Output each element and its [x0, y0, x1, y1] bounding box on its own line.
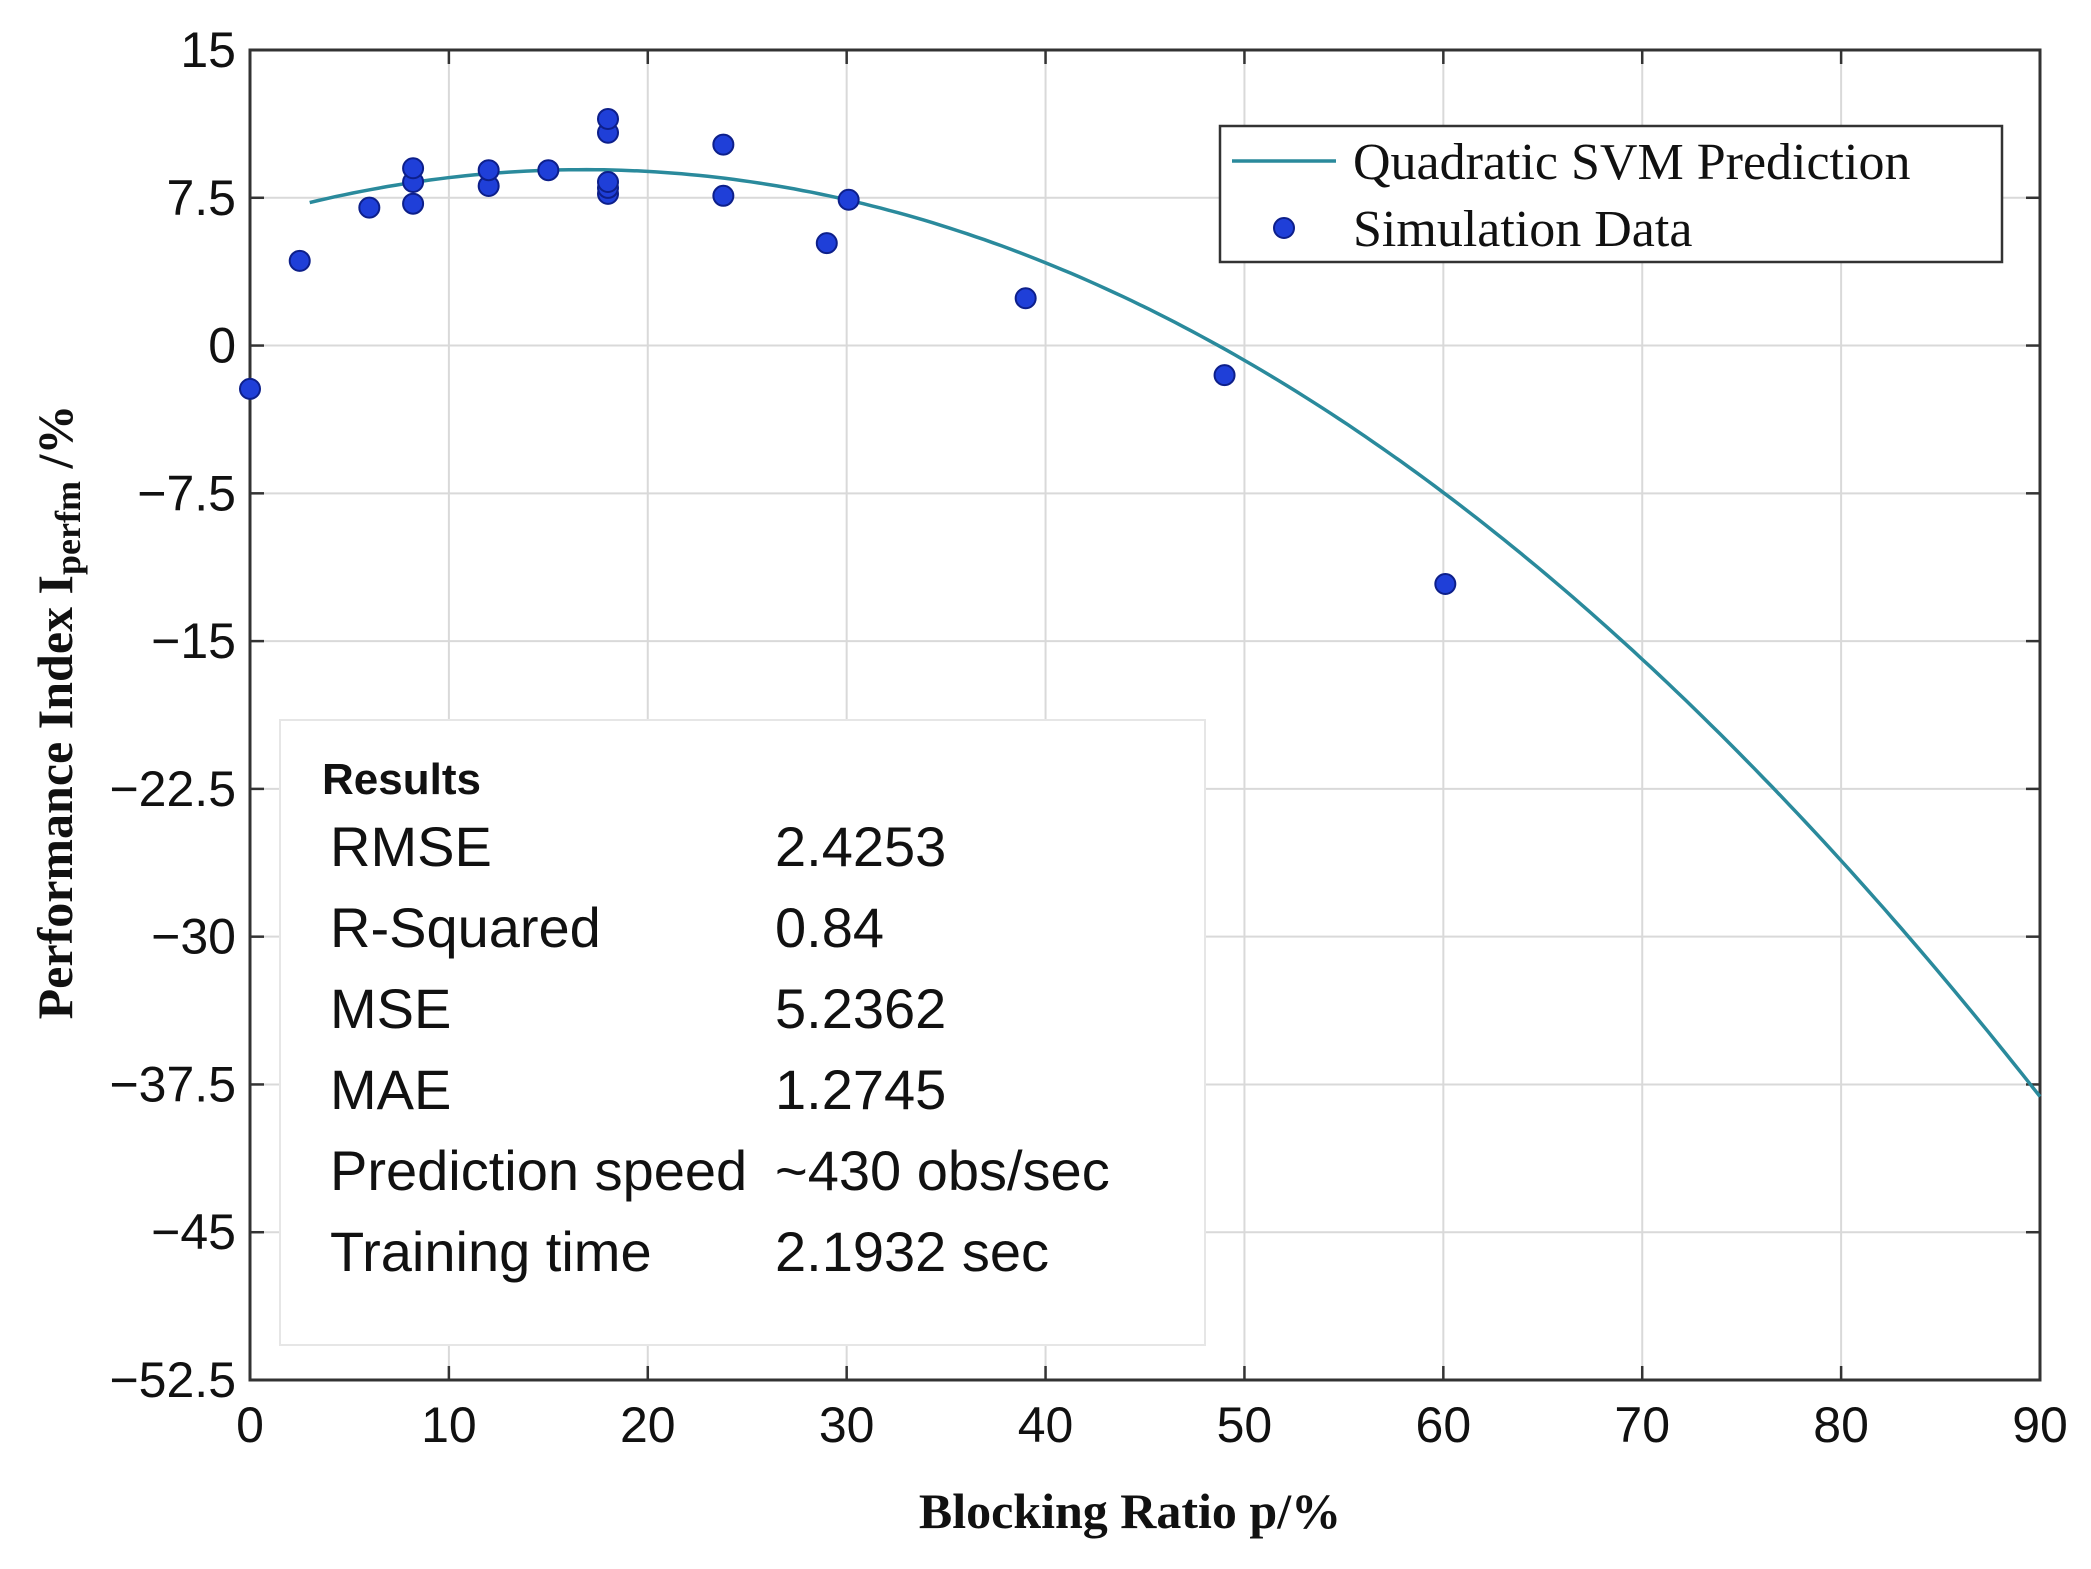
data-point: [402, 192, 425, 215]
x-axis-title: Blocking Ratio p/%: [919, 1483, 1341, 1539]
legend-label-simulation: Simulation Data: [1353, 201, 1692, 258]
data-point: [597, 107, 619, 130]
y-tick-label: −7.5: [137, 465, 236, 521]
data-point: [1434, 572, 1457, 595]
y-axis-title: Performance Index Iperfm /%: [27, 405, 88, 1020]
x-tick-label: 80: [1813, 1397, 1869, 1453]
prediction-series: [309, 167, 2042, 1098]
y-tick-label: −37.5: [109, 1056, 236, 1112]
data-point: [358, 196, 381, 219]
y-tick-label: 7.5: [166, 170, 236, 226]
legend-box: [1218, 124, 2004, 264]
data-point: [712, 133, 735, 156]
prediction-line: [309, 167, 2042, 1098]
result-label: RMSE: [330, 815, 492, 878]
x-tick-label: 40: [1018, 1397, 1074, 1453]
data-point: [537, 159, 560, 182]
y-axis-title-unit: /%: [27, 405, 83, 481]
result-label: Training time: [330, 1220, 652, 1283]
legend: Quadratic SVM Prediction Simulation Data: [1218, 124, 2004, 264]
result-label: MAE: [330, 1058, 451, 1121]
result-value: 2.1932 sec: [775, 1220, 1049, 1283]
result-label: R-Squared: [330, 896, 601, 959]
axis-ticks: 0 10 20 30 40 50 60 70 80 90 15 7.5 0 −7.5 −15 −22.5 −30…: [109, 22, 2067, 1453]
x-tick-label: 90: [2012, 1397, 2068, 1453]
result-value: 1.2745: [775, 1058, 946, 1121]
result-value: 5.2362: [775, 977, 946, 1040]
legend-marker-swatch: [1273, 217, 1295, 239]
simulation-series: [239, 107, 1457, 595]
data-point: [239, 377, 261, 400]
result-value: ~430 obs/sec: [775, 1139, 1110, 1202]
x-tick-label: 20: [620, 1397, 676, 1453]
y-tick-label: −45: [151, 1204, 236, 1260]
x-tick-label: 30: [819, 1397, 875, 1453]
data-point: [288, 249, 311, 272]
data-point: [402, 157, 425, 180]
y-tick-label: −22.5: [109, 761, 236, 817]
y-tick-label: −15: [151, 613, 236, 669]
result-label: Prediction speed: [330, 1139, 747, 1202]
x-tick-label: 50: [1217, 1397, 1273, 1453]
data-point: [597, 171, 619, 194]
result-value: 0.84: [775, 896, 884, 959]
data-point: [477, 159, 500, 182]
result-value: 2.4253: [775, 815, 946, 878]
legend-label-prediction: Quadratic SVM Prediction: [1353, 134, 1910, 191]
results-annotation: Results RMSE 2.4253 R-Squared 0.84 MSE 5.2362…: [279, 719, 1206, 1346]
x-tick-label: 60: [1416, 1397, 1472, 1453]
y-axis-title-subscript: perfm: [48, 481, 88, 575]
results-rows: RMSE 2.4253 R-Squared 0.84 MSE 5.2362 MAE 1.274…: [330, 815, 1110, 1283]
data-point: [1213, 364, 1236, 387]
result-label: MSE: [330, 977, 451, 1040]
x-tick-label: 0: [236, 1397, 264, 1453]
y-tick-label: 15: [180, 22, 236, 78]
data-point: [815, 232, 838, 255]
data-point: [837, 188, 860, 211]
y-axis-title-main: Performance Index I: [27, 575, 83, 1019]
y-tick-label: −30: [151, 909, 236, 965]
x-tick-label: 70: [1614, 1397, 1670, 1453]
results-title: Results: [322, 755, 481, 804]
data-point: [712, 184, 735, 207]
x-tick-label: 10: [421, 1397, 477, 1453]
y-tick-label: −52.5: [109, 1352, 236, 1408]
data-point: [1014, 287, 1037, 310]
y-tick-label: 0: [208, 318, 236, 374]
results-box-background: [279, 719, 1206, 1346]
plot-area: [248, 48, 2042, 1382]
